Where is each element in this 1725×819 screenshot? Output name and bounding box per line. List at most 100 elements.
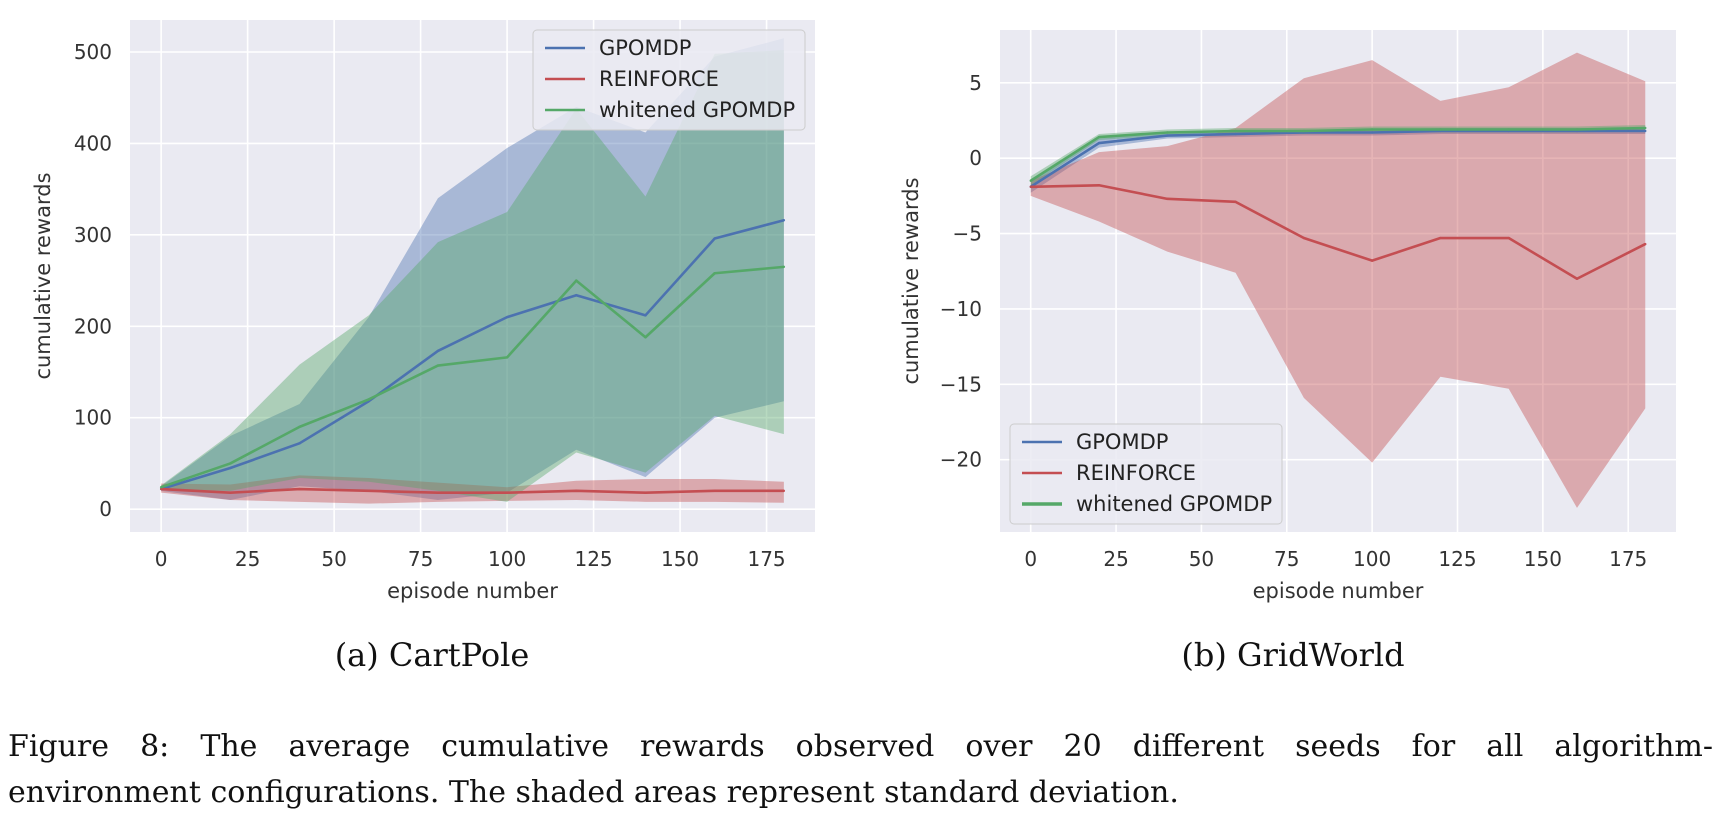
data-point-reinforce bbox=[1302, 236, 1306, 240]
x-tick-label: 100 bbox=[1353, 547, 1391, 571]
data-point-reinforce bbox=[1439, 236, 1442, 240]
data-point-gpomdp bbox=[298, 442, 301, 445]
y-tick-label: 0 bbox=[99, 497, 112, 521]
std-band-whitened-gpomdp bbox=[161, 50, 784, 502]
data-point-whitened-gpomdp bbox=[713, 272, 716, 275]
data-point-reinforce bbox=[229, 491, 232, 494]
subcaption: (a) CartPole bbox=[335, 636, 530, 674]
data-point-whitened-gpomdp bbox=[229, 462, 232, 465]
data-point-reinforce bbox=[1029, 185, 1032, 188]
legend: GPOMDP REINFORCE whitened GPOMDP bbox=[1009, 423, 1283, 525]
x-tick-label: 175 bbox=[747, 547, 785, 571]
chart-cartpole: 0 25 50 75 100 125 150 175 0 100 200 300 400 500 episo… bbox=[31, 20, 815, 674]
x-tick-label: 150 bbox=[661, 547, 699, 571]
data-point-whitened-gpomdp bbox=[159, 486, 163, 489]
x-tick-label: 50 bbox=[321, 547, 346, 571]
x-tick-label: 75 bbox=[408, 547, 433, 571]
subcaption: (b) GridWorld bbox=[1181, 636, 1404, 674]
data-point-reinforce bbox=[1644, 242, 1647, 246]
x-tick-label: 125 bbox=[1438, 547, 1476, 571]
legend-frame bbox=[532, 29, 806, 131]
data-point-reinforce bbox=[713, 489, 716, 493]
data-point-reinforce bbox=[782, 489, 786, 493]
y-tick-label: −20 bbox=[940, 448, 982, 472]
x-tick-label: 100 bbox=[488, 547, 526, 571]
y-tick-label: −5 bbox=[953, 222, 982, 246]
x-tick-label: 50 bbox=[1189, 547, 1214, 571]
legend-label-gpomdp: GPOMDP bbox=[599, 36, 691, 60]
legend-label-gpomdp: GPOMDP bbox=[1076, 430, 1168, 454]
x-tick-label: 0 bbox=[1024, 547, 1037, 571]
data-point-reinforce bbox=[1575, 277, 1579, 280]
data-point-reinforce bbox=[1166, 197, 1169, 201]
y-tick-label: 400 bbox=[74, 131, 112, 155]
y-tick-label: 100 bbox=[74, 406, 112, 430]
data-point-gpomdp bbox=[1097, 141, 1101, 145]
data-point-whitened-gpomdp bbox=[1644, 126, 1647, 130]
data-point-whitened-gpomdp bbox=[782, 265, 786, 269]
data-point-gpomdp bbox=[713, 237, 716, 240]
data-point-whitened-gpomdp bbox=[1439, 128, 1442, 131]
y-tick-label: 5 bbox=[969, 71, 982, 95]
figure-caption-line-2: environment configurations. The shaded a… bbox=[8, 775, 1179, 810]
mean-line-reinforce bbox=[161, 487, 784, 494]
data-point-whitened-gpomdp bbox=[298, 425, 301, 429]
data-point-whitened-gpomdp bbox=[1507, 128, 1510, 131]
x-tick-label: 175 bbox=[1609, 547, 1647, 571]
data-point-whitened-gpomdp bbox=[1166, 131, 1169, 134]
legend: GPOMDP REINFORCE whitened GPOMDP bbox=[532, 29, 806, 131]
mean-line-gpomdp bbox=[160, 218, 785, 491]
data-point-reinforce bbox=[1097, 184, 1101, 187]
figure-caption-line-1: Figure 8: The average cumulative rewards… bbox=[8, 729, 1713, 764]
y-tick-label: −15 bbox=[940, 372, 982, 396]
mean-line-whitened-gpomdp bbox=[1030, 126, 1646, 182]
data-point-whitened-gpomdp bbox=[367, 398, 370, 401]
data-point-gpomdp bbox=[229, 466, 232, 470]
data-point-reinforce bbox=[575, 489, 578, 493]
legend-label-whitened-gpomdp: whitened GPOMDP bbox=[599, 98, 795, 122]
x-tick-label: 25 bbox=[1103, 547, 1128, 571]
x-tick-label: 150 bbox=[1524, 547, 1562, 571]
data-point-whitened-gpomdp bbox=[1302, 129, 1306, 133]
data-point-whitened-gpomdp bbox=[1097, 135, 1101, 139]
x-tick-label: 125 bbox=[574, 547, 612, 571]
data-point-reinforce bbox=[298, 487, 301, 491]
x-tick-label: 75 bbox=[1274, 547, 1299, 571]
data-point-gpomdp bbox=[644, 314, 647, 317]
mean-line-whitened-gpomdp bbox=[160, 265, 784, 489]
data-point-reinforce bbox=[159, 487, 163, 491]
y-tick-label: 500 bbox=[74, 40, 112, 64]
data-point-gpomdp bbox=[575, 294, 578, 297]
data-point-reinforce bbox=[1507, 236, 1510, 240]
std-band-reinforce bbox=[161, 475, 784, 504]
x-axis-label: episode number bbox=[387, 579, 558, 603]
x-tick-label: 25 bbox=[235, 547, 260, 571]
y-axis-label: cumulative rewards bbox=[899, 177, 923, 384]
std-band-reinforce bbox=[1030, 52, 1646, 508]
y-tick-label: −10 bbox=[940, 297, 982, 321]
data-point-gpomdp bbox=[782, 219, 786, 222]
data-point-reinforce bbox=[1234, 200, 1237, 204]
data-point-whitened-gpomdp bbox=[1029, 179, 1032, 182]
data-point-gpomdp bbox=[1370, 131, 1374, 134]
data-point-whitened-gpomdp bbox=[575, 279, 578, 282]
mean-line-reinforce bbox=[1030, 183, 1646, 281]
figure-caption: Figure 8: The average cumulative rewards… bbox=[8, 724, 1713, 816]
data-point-gpomdp bbox=[436, 349, 440, 353]
data-point-reinforce bbox=[644, 491, 647, 494]
x-axis-label: episode number bbox=[1253, 579, 1424, 603]
data-point-reinforce bbox=[505, 491, 509, 494]
data-point-gpomdp bbox=[1644, 129, 1647, 133]
mean-line-gpomdp bbox=[1030, 129, 1646, 188]
data-point-gpomdp bbox=[1166, 134, 1169, 137]
legend-label-reinforce: REINFORCE bbox=[1076, 461, 1196, 485]
y-tick-label: 0 bbox=[969, 146, 982, 170]
legend-label-reinforce: REINFORCE bbox=[599, 67, 719, 91]
data-point-reinforce bbox=[436, 491, 440, 494]
x-tick-label: 0 bbox=[155, 547, 168, 571]
data-point-whitened-gpomdp bbox=[1234, 129, 1237, 133]
data-point-whitened-gpomdp bbox=[644, 336, 647, 339]
y-axis-label: cumulative rewards bbox=[31, 172, 55, 379]
data-point-whitened-gpomdp bbox=[1575, 128, 1579, 131]
